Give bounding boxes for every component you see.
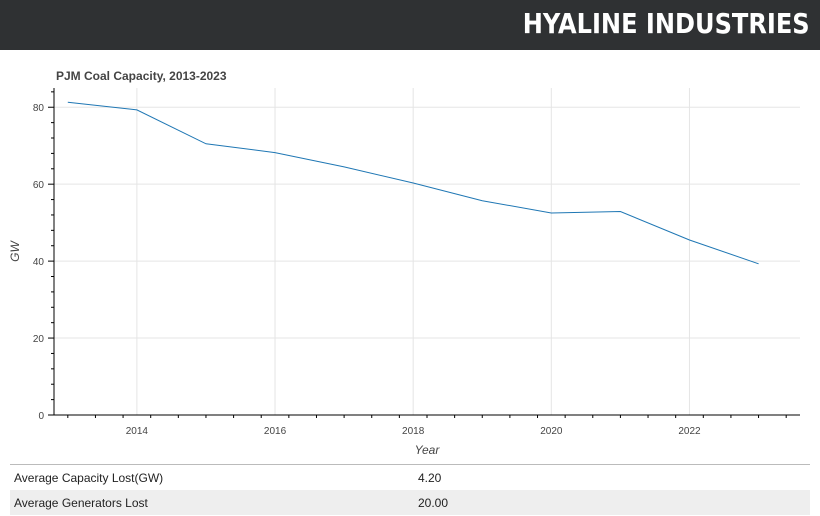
table-row: Average Capacity Lost(GW) 4.20 [10, 464, 810, 490]
x-tick-label: 2018 [402, 426, 425, 437]
x-tick-label: 2014 [126, 426, 149, 437]
stat-label: Average Capacity Lost(GW) [10, 464, 414, 490]
x-tick-label: 2022 [678, 426, 701, 437]
y-tick-label: 20 [33, 334, 45, 345]
coal-capacity-chart: PJM Coal Capacity, 2013-2023 0 20 40 60 80 201… [8, 69, 800, 457]
stat-value: 4.20 [414, 464, 810, 490]
header-bar: HYALINE INDUSTRIES [0, 0, 820, 50]
y-axis-label: GW [8, 240, 22, 262]
y-tick-label: 80 [33, 103, 45, 114]
chart-title: PJM Coal Capacity, 2013-2023 [56, 69, 227, 83]
series-line [67, 101, 759, 265]
stat-label: Average Generators Lost [10, 490, 414, 515]
summary-table: Average Capacity Lost(GW) 4.20 Average G… [10, 464, 810, 515]
x-tick-label: 2016 [264, 426, 287, 437]
stat-value: 20.00 [414, 490, 810, 515]
x-tick-label: 2020 [540, 426, 563, 437]
table-row: Average Generators Lost 20.00 [10, 490, 810, 515]
y-tick-label: 0 [38, 411, 44, 422]
y-tick-label: 40 [33, 257, 45, 268]
x-axis-label: Year [415, 443, 441, 457]
y-tick-label: 60 [33, 180, 45, 191]
brand-logo: HYALINE INDUSTRIES [523, 7, 810, 40]
